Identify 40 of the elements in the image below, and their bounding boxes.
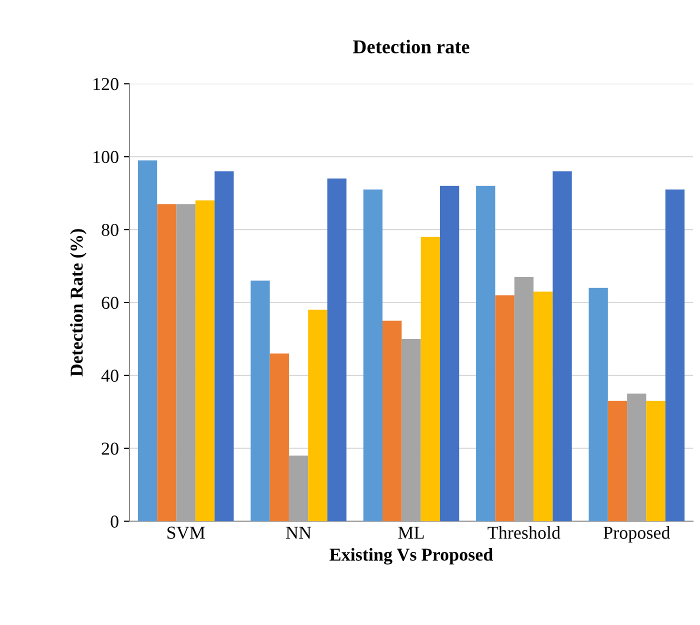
bar (288, 456, 308, 522)
x-tick-label: Threshold (488, 526, 560, 539)
bar (327, 178, 346, 522)
y-tick-label: 0 (110, 516, 118, 528)
y-tick-label: 40 (101, 370, 118, 382)
x-tick-label: ML (398, 526, 424, 539)
x-tick-label: SVM (167, 526, 205, 539)
bar (588, 288, 608, 522)
bar (250, 280, 270, 522)
bar (382, 320, 402, 522)
y-tick-label: 100 (94, 150, 118, 164)
bar (646, 400, 666, 522)
bar (665, 189, 685, 522)
y-tick-label: 60 (102, 296, 118, 309)
x-tick-label: NN (286, 526, 312, 539)
x-tick-label: Proposed (604, 526, 670, 542)
bar (476, 186, 496, 522)
bar (308, 310, 328, 522)
bar (514, 276, 534, 522)
y-tick-label: 80 (102, 224, 118, 236)
bar (627, 394, 646, 522)
bar (420, 236, 440, 522)
bar (440, 186, 460, 522)
bar (495, 295, 514, 522)
bar (552, 171, 572, 522)
bar (214, 171, 234, 522)
bar (176, 204, 196, 522)
bar (157, 204, 176, 522)
bar (402, 338, 421, 522)
x-axis-title: Existing Vs Proposed (330, 548, 493, 565)
bar (195, 200, 215, 522)
y-axis-title: Detection Rate (%) (70, 229, 86, 376)
y-tick-label: 20 (102, 442, 118, 455)
bar (363, 189, 383, 522)
bar (138, 160, 158, 522)
chart-title: Detection rate (353, 40, 470, 54)
bar (270, 354, 289, 522)
bar (608, 400, 628, 522)
bar (534, 292, 553, 522)
y-tick-label: 120 (94, 78, 118, 90)
